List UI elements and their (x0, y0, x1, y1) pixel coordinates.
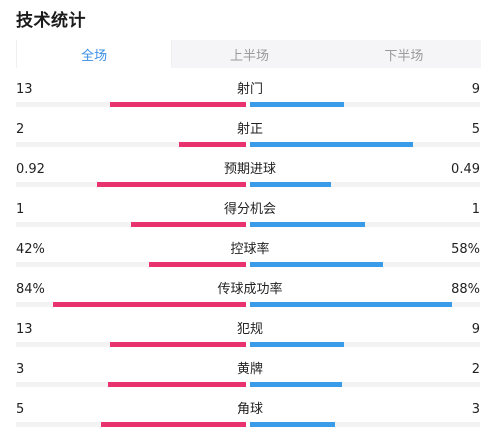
home-bar-track (16, 222, 246, 227)
away-bar (250, 222, 365, 227)
stat-row: 0.92 预期进球 0.49 (0, 160, 500, 200)
away-bar-track (250, 182, 480, 187)
home-bar-track (16, 102, 246, 107)
away-bar-track (250, 222, 480, 227)
home-bar-track (16, 262, 246, 267)
away-bar (250, 302, 453, 307)
stat-label: 射正 (236, 122, 263, 137)
period-tabs: 全场 上半场 下半场 (16, 40, 481, 68)
stat-row: 13 射门 9 (0, 80, 500, 120)
stat-row: 2 射正 5 (0, 120, 500, 160)
stat-row: 13 犯规 9 (0, 320, 500, 360)
page-title: 技术统计 (16, 11, 86, 31)
away-bar-track (250, 142, 480, 147)
tab-full-match[interactable]: 全场 (16, 40, 173, 68)
away-value: 2 (471, 362, 480, 377)
stat-label: 射门 (236, 82, 263, 97)
home-bar-track (16, 382, 246, 387)
away-bar (250, 342, 345, 347)
away-bar-track (250, 262, 480, 267)
away-value: 88% (451, 282, 480, 297)
home-bar-track (16, 142, 246, 147)
away-value: 1 (471, 202, 480, 217)
stat-label: 得分机会 (223, 202, 276, 217)
home-bar (179, 142, 246, 147)
stat-row: 42% 控球率 58% (0, 240, 500, 280)
home-value: 1 (16, 202, 25, 217)
home-bar (108, 382, 246, 387)
away-bar (250, 182, 331, 187)
away-bar (250, 382, 342, 387)
stat-label: 预期进球 (223, 162, 276, 177)
away-bar-track (250, 302, 480, 307)
tab-second-half[interactable]: 下半场 (384, 48, 424, 64)
home-value: 84% (16, 282, 45, 297)
home-bar-track (16, 422, 246, 427)
home-bar (52, 302, 246, 307)
home-bar (110, 342, 246, 347)
away-value: 3 (471, 402, 480, 417)
home-value: 2 (16, 122, 25, 137)
home-bar (131, 222, 246, 227)
away-bar-track (250, 342, 480, 347)
home-bar (149, 262, 246, 267)
away-bar (250, 102, 345, 107)
home-bar (96, 182, 246, 187)
tab-first-half[interactable]: 上半场 (229, 48, 269, 64)
away-value: 9 (471, 322, 480, 337)
home-bar-track (16, 182, 246, 187)
stat-label: 传球成功率 (217, 282, 283, 297)
stat-row: 84% 传球成功率 88% (0, 280, 500, 320)
home-bar (110, 102, 246, 107)
away-bar (250, 262, 384, 267)
stat-label: 黄牌 (236, 362, 263, 377)
home-value: 0.92 (16, 162, 45, 177)
stat-row: 5 角球 3 (0, 400, 500, 440)
home-bar-track (16, 342, 246, 347)
home-bar-track (16, 302, 246, 307)
stat-label: 犯规 (236, 322, 263, 337)
home-bar (101, 422, 246, 427)
away-value: 5 (471, 122, 480, 137)
away-value: 9 (471, 82, 480, 97)
away-bar (250, 422, 336, 427)
home-value: 42% (16, 242, 45, 257)
away-bar (250, 142, 414, 147)
stat-row: 1 得分机会 1 (0, 200, 500, 240)
home-value: 13 (16, 322, 33, 337)
stat-row: 3 黄牌 2 (0, 360, 500, 400)
away-value: 58% (451, 242, 480, 257)
away-bar-track (250, 382, 480, 387)
away-bar-track (250, 422, 480, 427)
stat-label: 控球率 (230, 242, 270, 257)
away-value: 0.49 (451, 162, 480, 177)
stat-label: 角球 (236, 402, 263, 417)
home-value: 5 (16, 402, 25, 417)
home-value: 13 (16, 82, 33, 97)
home-value: 3 (16, 362, 25, 377)
away-bar-track (250, 102, 480, 107)
